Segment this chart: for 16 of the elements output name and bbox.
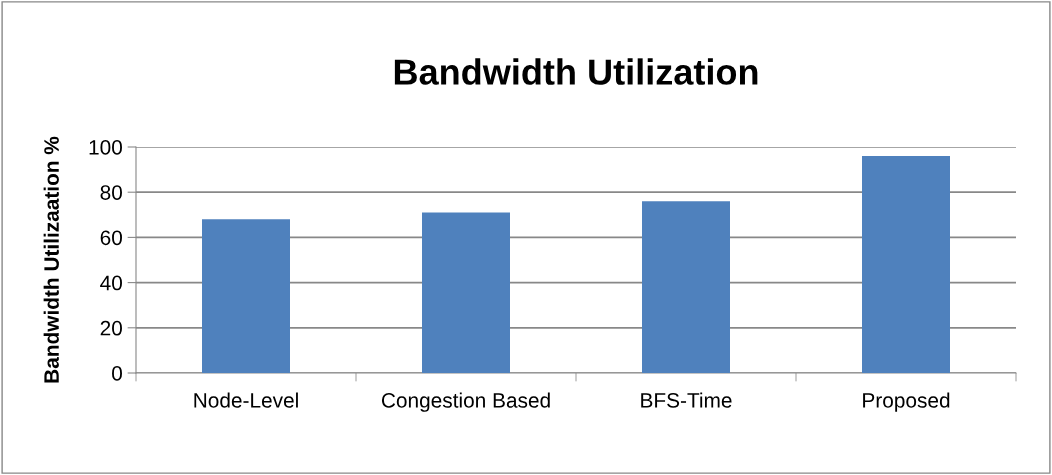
bar [422, 212, 510, 373]
bar [642, 201, 730, 373]
bar [862, 156, 950, 373]
y-tick-label: 80 [100, 185, 122, 200]
x-tick-label: BFS-Time [641, 392, 732, 408]
chart-title: Bandwidth Utilization [394, 58, 758, 85]
y-tick-label: 40 [100, 275, 122, 291]
x-tick-label: Node-Level [194, 392, 298, 408]
y-tick-label: 100 [89, 140, 122, 155]
y-tick-label: 0 [112, 366, 122, 381]
x-tick-label: Proposed [863, 392, 950, 412]
y-tick-label: 20 [100, 320, 122, 336]
y-axis-title: Bandwidth Utilizaation % [43, 136, 59, 383]
x-tick-label: Congestion Based [381, 392, 550, 412]
bar [202, 219, 290, 373]
y-tick-label: 60 [100, 230, 122, 246]
